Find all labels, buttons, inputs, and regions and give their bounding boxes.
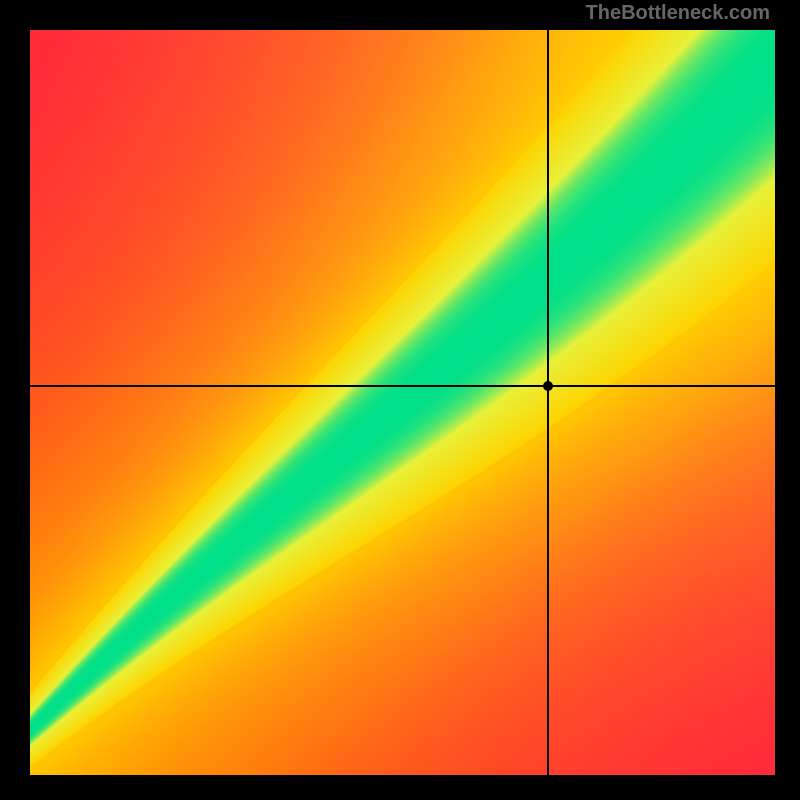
crosshair-point	[543, 381, 553, 391]
watermark-text: TheBottleneck.com	[586, 2, 770, 25]
heatmap-canvas	[30, 30, 775, 775]
border-right	[775, 0, 800, 800]
border-bottom	[0, 775, 800, 800]
chart-container: TheBottleneck.com	[0, 0, 800, 800]
crosshair-vertical	[547, 30, 549, 775]
heatmap-plot	[30, 30, 775, 775]
crosshair-horizontal	[30, 385, 775, 387]
border-left	[0, 0, 30, 800]
